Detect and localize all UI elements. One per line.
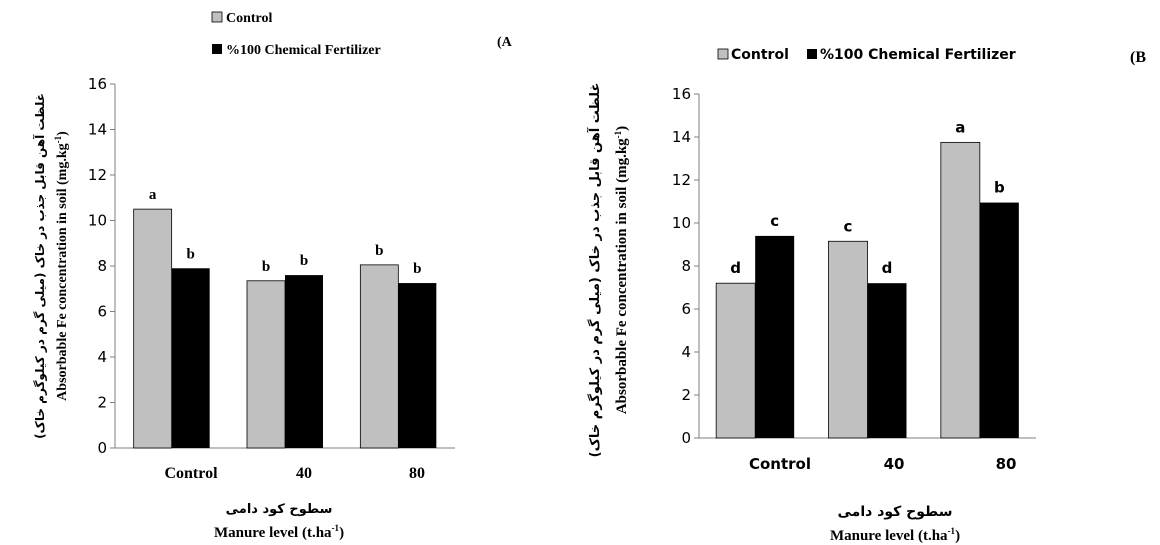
x-axis-title-fa-a: سطوح کود دامی (226, 502, 333, 517)
x-tick-label-b-2: 80 (996, 455, 1017, 473)
significance-letter-a-1-1: b (300, 253, 308, 269)
bar-b-control-0 (715, 282, 756, 439)
x-tick-label-a-0: Control (164, 465, 218, 482)
legend-swatch-chemical-a (212, 44, 222, 54)
significance-letter-a-1-0: b (186, 246, 194, 262)
x-axis-title-en-a: Manure level (t.ha-1) (214, 523, 344, 541)
legend-swatch-control-b (717, 48, 729, 60)
y-ticks-a: 0 2 4 6 8 10 12 14 16 (88, 75, 115, 457)
legend-label-control-b: Control (731, 47, 789, 63)
bar-a-control-2 (359, 264, 399, 449)
y-axis-title-en-b: Absorbable Fe concentration in soil (mg.… (613, 126, 630, 414)
x-tick-label-a-1: 40 (296, 465, 312, 482)
y-tick-label-a-5: 10 (88, 212, 107, 230)
x-tick-label-b-0: Control (749, 455, 811, 473)
legend-label-control-a: Control (226, 11, 273, 26)
chart-panel-b: Control %100 Chemical Fertilizer (B 0 2 4 6… (586, 47, 1146, 544)
bar-b-control-1 (828, 240, 868, 439)
significance-letter-b-1-2: b (994, 179, 1005, 197)
bar-b-chemical-1 (867, 283, 907, 438)
bar-b-chemical-2 (979, 202, 1019, 438)
panel-label-a: (A (497, 35, 513, 50)
y-tick-label-b-8: 16 (672, 85, 691, 103)
y-tick-label-b-5: 10 (672, 214, 691, 232)
y-tick-label-a-4: 8 (97, 257, 107, 275)
x-axis-title-en-b: Manure level (t.ha-1) (830, 526, 960, 544)
bar-a-chemical-2 (398, 283, 437, 448)
bars-b: d c c d a b (715, 118, 1019, 439)
y-ticks-b: 0 2 4 6 8 10 12 14 16 (672, 85, 699, 447)
significance-letter-b-0-1: c (844, 217, 853, 235)
significance-letter-a-0-0: a (149, 187, 157, 203)
y-tick-label-a-7: 14 (88, 121, 107, 139)
y-tick-label-a-0: 0 (97, 439, 107, 457)
y-tick-label-a-6: 12 (88, 166, 107, 184)
bar-b-chemical-0 (755, 235, 795, 438)
x-tick-label-a-2: 80 (409, 465, 425, 482)
x-axis-title-fa-b: سطوح کود دامی (838, 504, 953, 520)
chart-panel-a: Control %100 Chemical Fertilizer (A 0 2 4 6… (32, 11, 513, 541)
y-tick-label-b-3: 6 (681, 300, 691, 318)
panel-label-b: (B (1130, 49, 1146, 66)
legend-label-chemical-b: %100 Chemical Fertilizer (820, 47, 1016, 63)
bar-a-control-0 (133, 208, 173, 449)
y-tick-label-b-1: 2 (681, 386, 691, 404)
bar-a-chemical-1 (285, 275, 323, 448)
x-tick-label-b-1: 40 (884, 455, 905, 473)
y-axis-title-en-a: Absorbable Fe concentration in soil (mg.… (53, 131, 70, 401)
y-axis-title-fa-a: غلظت آهن قابل جذب در خاک (میلی گرم در کی… (32, 93, 48, 439)
y-tick-label-b-2: 4 (681, 343, 691, 361)
y-tick-label-b-6: 12 (672, 171, 691, 189)
y-tick-label-b-0: 0 (681, 429, 691, 447)
significance-letter-a-0-2: b (375, 243, 383, 259)
significance-letter-b-1-1: d (882, 259, 893, 277)
significance-letter-b-0-2: a (955, 118, 965, 136)
bars-a: a b b b b b (133, 187, 437, 449)
significance-letter-a-1-2: b (413, 261, 421, 277)
bar-a-control-1 (246, 280, 286, 449)
bar-a-chemical-0 (171, 268, 210, 448)
y-tick-label-a-8: 16 (88, 75, 107, 93)
legend-label-chemical-a: %100 Chemical Fertilizer (226, 43, 381, 58)
significance-letter-b-0-0: d (730, 259, 741, 277)
significance-letter-a-0-1: b (262, 259, 270, 275)
y-axis-title-fa-b: غلظت آهن قابل جذب در خاک (میلی گرم در کی… (586, 83, 603, 458)
bar-b-control-2 (940, 141, 981, 439)
significance-letter-b-1-0: c (770, 212, 779, 230)
y-tick-label-b-4: 8 (681, 257, 691, 275)
y-tick-label-a-2: 4 (97, 348, 107, 366)
legend-swatch-control-a (211, 11, 223, 23)
legend-swatch-chemical-b (807, 49, 817, 59)
y-tick-label-a-3: 6 (97, 303, 107, 321)
y-tick-label-b-7: 14 (672, 128, 691, 146)
y-tick-label-a-1: 2 (97, 394, 107, 412)
